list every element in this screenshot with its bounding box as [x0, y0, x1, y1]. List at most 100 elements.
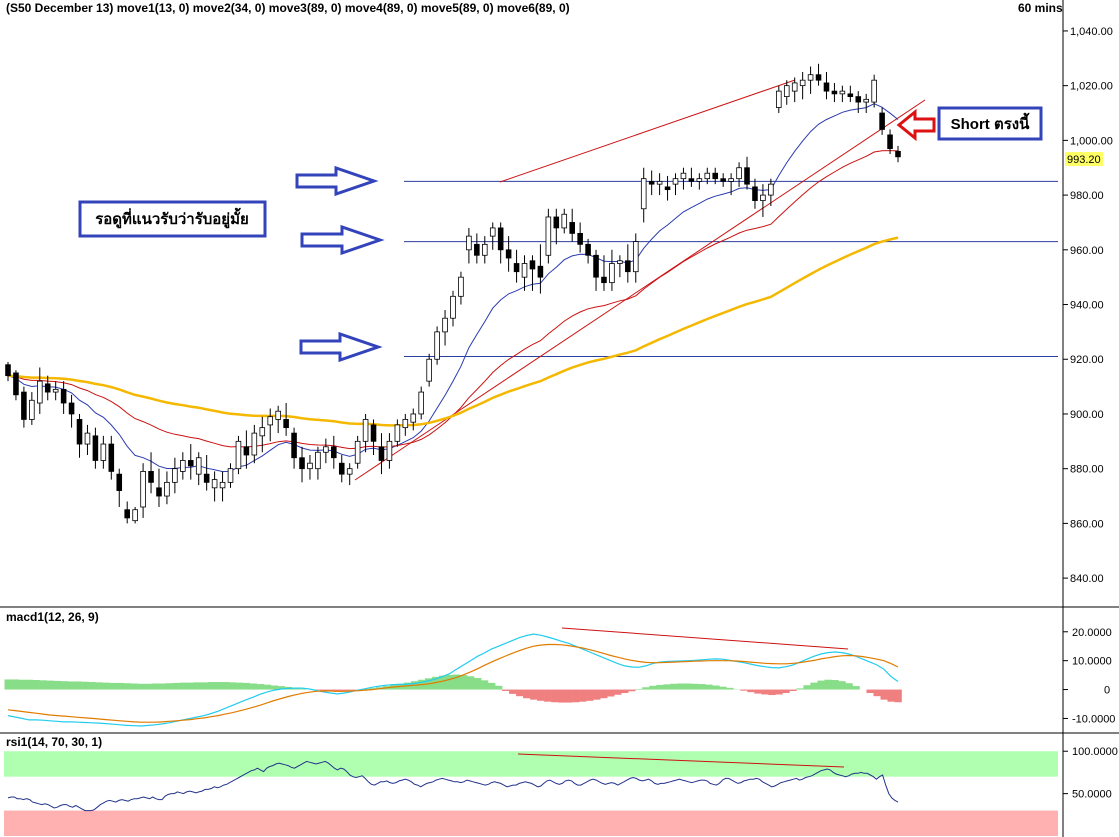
candle-body: [601, 276, 607, 284]
candle: [354, 435, 361, 469]
macd-hist-bar: [726, 687, 734, 690]
candle: [243, 430, 250, 469]
candle-body: [410, 413, 417, 423]
macd-hist-bar: [137, 683, 145, 690]
macd-hist-bar: [319, 689, 328, 691]
candle: [807, 66, 814, 94]
candle-body: [513, 263, 520, 273]
candle-body: [140, 471, 146, 508]
candle: [124, 501, 130, 524]
macd-hist-bar: [242, 682, 251, 690]
lower-trendline: [354, 99, 926, 481]
candle-body: [219, 481, 226, 489]
macd-hist-bar: [25, 679, 33, 690]
macd-hist-bar: [74, 681, 82, 690]
candle-body: [267, 416, 274, 426]
candle-body: [227, 468, 234, 483]
price-tick-label: 920.00: [1070, 354, 1104, 366]
candle: [783, 80, 790, 105]
rsi-tick-labels: 100.0000 50.0000: [1063, 746, 1118, 801]
candle-body: [315, 451, 321, 470]
candle-body: [680, 172, 687, 180]
candle: [776, 85, 782, 114]
candle-body: [839, 90, 846, 95]
candle-body: [569, 222, 575, 234]
candle-body: [466, 235, 472, 251]
last-price-label: 993.20: [1065, 151, 1103, 166]
macd-hist-bar: [740, 689, 748, 691]
candle-body: [44, 383, 51, 393]
support-lines: [404, 180, 1058, 358]
candle-body: [783, 85, 790, 98]
candle: [823, 71, 830, 100]
macd-hist-bar: [151, 683, 159, 690]
macd-hist-bar: [845, 683, 853, 690]
candle: [744, 156, 750, 190]
candle: [625, 244, 631, 283]
candle: [29, 392, 35, 425]
chart-title: (S50 December 13) move1(13, 0) move2(34,…: [6, 1, 570, 15]
macd-hist-bar: [775, 689, 783, 695]
macd-hist-bar: [172, 682, 180, 690]
candle-body: [156, 487, 162, 497]
candle-body: [370, 424, 377, 442]
candle: [482, 236, 488, 264]
candle: [736, 162, 742, 187]
macd-hist-bar: [277, 686, 286, 690]
macd-hist-bar: [642, 687, 650, 690]
candle: [680, 167, 687, 190]
price-tick-label: 940.00: [1070, 300, 1104, 312]
candle: [394, 419, 401, 447]
candle-body: [823, 82, 830, 92]
candle-body: [760, 194, 766, 201]
macd-hist-bar: [614, 689, 622, 695]
candle: [402, 413, 409, 436]
macd-hist-bar: [712, 685, 720, 690]
macd-hist-bar: [768, 689, 776, 696]
candle: [116, 468, 123, 507]
candle: [879, 107, 885, 135]
arrow-right-icon: [300, 224, 385, 256]
macd-hist-bar: [880, 689, 888, 700]
candle-body: [768, 183, 774, 196]
candlesticks: [5, 63, 901, 524]
candle: [211, 471, 218, 502]
moving-averages: [7, 103, 899, 473]
candle: [426, 353, 432, 387]
upper-trendline: [499, 79, 796, 183]
macd-hist-bar: [228, 682, 237, 690]
candle-body: [815, 74, 822, 81]
macd-hist-bar: [207, 682, 216, 690]
macd-hist-bar: [838, 681, 846, 690]
candle-body: [386, 440, 393, 461]
arrow-left-icon: [896, 108, 936, 142]
macd-hist-bar: [852, 686, 860, 690]
macd-hist-bar: [481, 680, 489, 690]
price-tick-label: 860.00: [1070, 518, 1104, 530]
macd-hist-bar: [572, 689, 580, 703]
candle: [132, 506, 138, 524]
candle-body: [728, 178, 734, 182]
candle-body: [418, 391, 424, 415]
candle-body: [362, 419, 369, 442]
macd-hist-bar: [894, 689, 902, 703]
macd-hist-bar: [684, 683, 692, 690]
candle-body: [394, 424, 401, 442]
candle-body: [736, 167, 742, 180]
candle: [13, 370, 19, 401]
candle: [76, 413, 83, 458]
candle: [203, 455, 210, 491]
macd-hist-bar: [263, 684, 272, 690]
candle-body: [172, 468, 178, 483]
candle-body: [275, 410, 281, 420]
candle-body: [132, 509, 138, 522]
macd-hist-bar: [460, 675, 468, 690]
candle-body: [640, 178, 647, 210]
candle: [871, 74, 877, 108]
candle-body: [211, 479, 218, 489]
candle: [696, 173, 703, 190]
macd-hist-bar: [817, 680, 825, 690]
macd-hist-bar: [123, 683, 131, 690]
candle-body: [776, 90, 782, 108]
candle-body: [299, 457, 305, 470]
